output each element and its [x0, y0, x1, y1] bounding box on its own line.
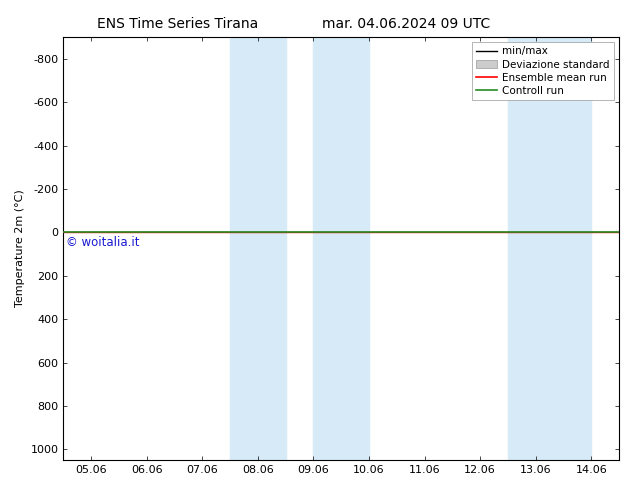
Bar [230, 37, 286, 460]
Text: mar. 04.06.2024 09 UTC: mar. 04.06.2024 09 UTC [321, 17, 490, 31]
Y-axis label: Temperature 2m (°C): Temperature 2m (°C) [15, 190, 25, 307]
Bar [508, 37, 592, 460]
Text: ENS Time Series Tirana: ENS Time Series Tirana [97, 17, 258, 31]
Legend: min/max, Deviazione standard, Ensemble mean run, Controll run: min/max, Deviazione standard, Ensemble m… [472, 42, 614, 100]
Text: © woitalia.it: © woitalia.it [66, 236, 139, 249]
Bar [313, 37, 369, 460]
